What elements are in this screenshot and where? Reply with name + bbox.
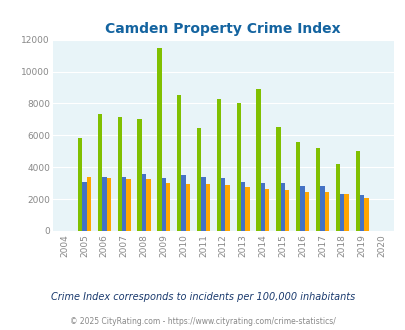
Bar [240,182,245,231]
Bar [300,186,304,231]
Bar [205,184,209,231]
Bar [185,184,190,231]
Bar [264,189,269,231]
Bar [355,151,359,231]
Bar [102,177,106,231]
Bar [221,178,225,231]
Bar [284,190,289,231]
Bar [146,179,150,231]
Bar [324,192,328,231]
Bar [275,127,280,231]
Bar [320,186,324,231]
Bar [260,183,264,231]
Bar [201,177,205,231]
Bar [216,99,221,231]
Bar [343,194,348,231]
Bar [280,183,284,231]
Bar [181,175,185,231]
Bar [106,178,111,231]
Bar [363,197,368,231]
Text: © 2025 CityRating.com - https://www.cityrating.com/crime-statistics/: © 2025 CityRating.com - https://www.city… [70,317,335,326]
Bar [161,178,166,231]
Bar [315,148,320,231]
Bar [141,174,146,231]
Bar [82,182,87,231]
Bar [295,142,300,231]
Bar [225,185,229,231]
Bar [256,89,260,231]
Bar [122,177,126,231]
Bar [87,177,91,231]
Bar [245,187,249,231]
Bar [304,192,308,231]
Bar [98,114,102,231]
Bar [157,49,161,231]
Title: Camden Property Crime Index: Camden Property Crime Index [105,22,340,36]
Text: Crime Index corresponds to incidents per 100,000 inhabitants: Crime Index corresponds to incidents per… [51,292,354,302]
Bar [166,183,170,231]
Bar [78,139,82,231]
Bar [196,128,201,231]
Bar [335,164,339,231]
Bar [339,194,343,231]
Bar [126,179,130,231]
Bar [236,103,240,231]
Bar [359,195,363,231]
Bar [177,95,181,231]
Bar [137,118,141,231]
Bar [117,117,121,231]
